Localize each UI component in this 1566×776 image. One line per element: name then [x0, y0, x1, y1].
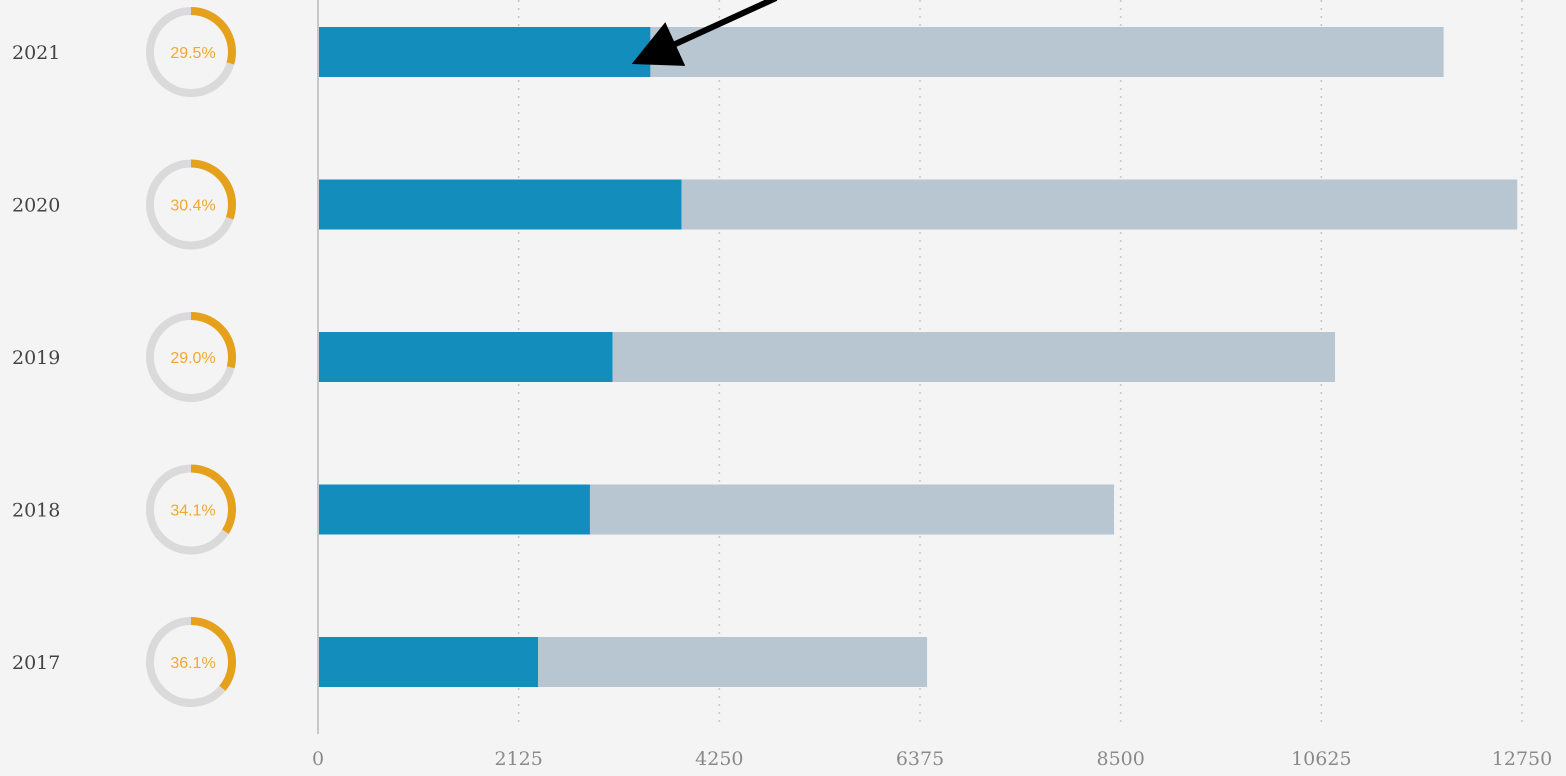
bar-segment-2 — [681, 179, 1518, 230]
bar-segment-1 — [318, 179, 682, 230]
x-tick-label: 10625 — [1291, 748, 1351, 770]
year-label: 2020 — [12, 195, 60, 217]
bar-segment-1 — [318, 484, 590, 535]
year-label: 2019 — [12, 347, 60, 369]
year-label: 2018 — [12, 500, 60, 522]
ratio-ring-arc — [190, 7, 236, 65]
bars — [318, 27, 1518, 687]
ratio-label: 36.1% — [170, 655, 215, 672]
bar-segment-1 — [318, 332, 613, 382]
x-tick-label: 4250 — [695, 748, 743, 770]
ratio-ring-arc — [190, 617, 236, 691]
x-tick-label: 6375 — [896, 748, 944, 770]
ratio-ring-arc — [190, 312, 236, 369]
x-tick-label: 12750 — [1492, 748, 1552, 770]
x-tick-label: 0 — [312, 748, 324, 770]
year-label: 2021 — [12, 42, 60, 64]
bar-segment-2 — [538, 637, 928, 687]
bar-segment-2 — [612, 332, 1336, 382]
labels: 2021 2020 2019 2018 2017 — [12, 42, 60, 674]
bar-segment-1 — [318, 637, 539, 687]
ratio-ring-arc — [190, 464, 236, 534]
bar-segment-1 — [318, 27, 651, 77]
ratio-label: 34.1% — [170, 503, 215, 520]
ratio-label: 29.0% — [170, 350, 215, 367]
x-tick-label: 2125 — [494, 748, 542, 770]
ratio-label: 29.5% — [170, 45, 215, 62]
ratio-label: 30.4% — [170, 198, 215, 215]
ratio-rings: 29.5% 30.4% 29.0% 34.1% 36.1% — [146, 7, 236, 707]
annotation-arrow — [631, 0, 778, 66]
x-tick-label: 8500 — [1096, 748, 1144, 770]
bar-segment-2 — [650, 27, 1444, 77]
year-label: 2017 — [12, 652, 60, 674]
x-axis-ticks: 0 2125 4250 6375 8500 10625 12750 — [312, 748, 1552, 770]
bar-segment-2 — [589, 484, 1115, 535]
ratio-ring-arc — [190, 159, 236, 220]
